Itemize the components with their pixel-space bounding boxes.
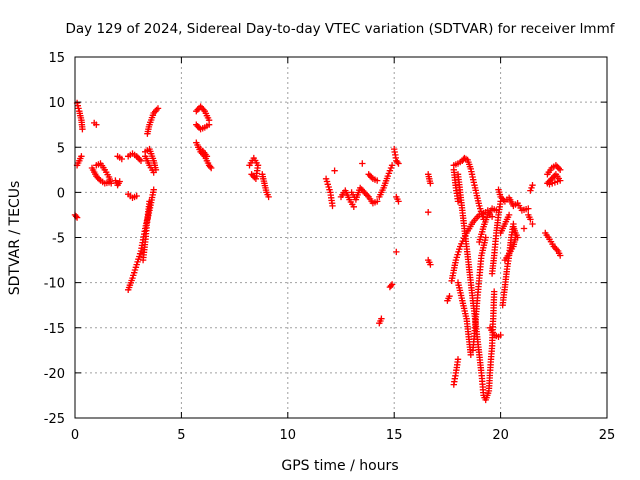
x-tick-label: 0	[71, 428, 79, 443]
x-tick-label: 25	[599, 428, 616, 443]
data-point	[75, 105, 82, 112]
data-point	[446, 293, 453, 300]
data-point	[118, 155, 125, 163]
data-point	[136, 253, 143, 260]
y-tick-label: -25	[44, 412, 65, 427]
y-tick-label: 15	[48, 51, 65, 66]
data-point	[505, 211, 513, 219]
x-tick-label: 15	[386, 428, 403, 443]
y-tick-label: 5	[57, 141, 65, 156]
data-point	[527, 216, 534, 223]
data-point	[454, 356, 462, 363]
data-point	[395, 198, 402, 205]
data-point	[116, 178, 123, 185]
data-point	[265, 193, 272, 201]
data-point	[323, 178, 331, 185]
data-point	[488, 213, 496, 220]
data-point	[350, 203, 357, 210]
data-point	[470, 179, 477, 186]
data-point	[154, 105, 162, 112]
data-point	[388, 281, 396, 288]
data-point	[146, 198, 153, 205]
data-point	[453, 254, 460, 261]
x-axis-label: GPS time / hours	[281, 458, 398, 474]
data-point	[205, 121, 213, 128]
chart-title: Day 129 of 2024, Sidereal Day-to-day VTE…	[66, 21, 616, 37]
x-tick-label: 20	[492, 428, 509, 443]
y-axis-label: SDTVAR / TECUs	[7, 181, 23, 296]
data-point	[206, 163, 214, 170]
data-point	[378, 315, 385, 322]
y-tick-label: -15	[44, 322, 65, 337]
data-point	[554, 163, 561, 170]
y-tick-label: 10	[48, 96, 65, 111]
data-point	[427, 180, 434, 187]
data-point	[525, 205, 532, 212]
data-point	[387, 282, 395, 289]
data-point	[557, 252, 564, 259]
data-point	[454, 198, 462, 205]
data-point	[79, 126, 86, 133]
data-point	[393, 248, 400, 256]
data-point	[150, 169, 157, 176]
y-tick-label: -5	[52, 232, 65, 247]
data-point	[529, 182, 536, 189]
data-point	[359, 160, 366, 167]
data-point	[133, 192, 140, 200]
data-point	[93, 121, 100, 128]
data-point	[514, 234, 521, 241]
data-point	[137, 157, 145, 164]
data-point	[520, 225, 528, 232]
data-point	[394, 158, 401, 166]
y-tick-label: -20	[44, 367, 65, 382]
axis-ticks: 0 5 10 15 20 25 -25 -20 -15 -10 -5 0 5 10 15	[44, 51, 616, 443]
x-tick-label: 10	[280, 428, 297, 443]
data-point	[467, 351, 474, 358]
data-point	[203, 153, 211, 160]
data-points	[71, 99, 564, 404]
data-point	[529, 220, 536, 228]
data-point	[374, 198, 381, 205]
data-point	[248, 171, 255, 178]
data-point	[374, 177, 381, 184]
data-point	[329, 202, 336, 210]
data-point	[134, 154, 142, 161]
data-point	[78, 153, 85, 160]
data-point	[395, 160, 402, 167]
data-point	[388, 162, 396, 169]
data-point	[331, 167, 338, 174]
data-point	[72, 213, 80, 220]
data-point	[546, 181, 553, 188]
x-tick-label: 5	[177, 428, 185, 443]
data-point	[491, 288, 498, 295]
data-point	[497, 331, 504, 339]
y-tick-label: -10	[44, 277, 65, 292]
y-tick-label: 0	[57, 186, 65, 201]
data-point	[425, 209, 432, 216]
data-point	[150, 186, 157, 193]
data-point	[427, 261, 434, 268]
data-point	[557, 166, 564, 173]
data-point	[208, 164, 215, 172]
